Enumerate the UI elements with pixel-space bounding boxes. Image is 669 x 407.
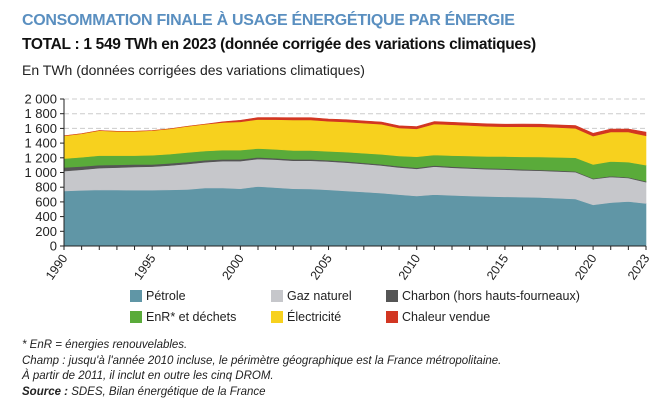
legend-label: Pétrole: [146, 289, 186, 303]
chart-title: CONSOMMATION FINALE À USAGE ÉNERGÉTIQUE …: [22, 12, 515, 29]
x-tick-label: 1995: [131, 252, 158, 283]
legend-swatch: [130, 290, 142, 302]
champ-note-2: À partir de 2011, il inclut en outre les…: [22, 370, 274, 382]
y-tick-label: 400: [35, 209, 57, 224]
chart-subtitle: TOTAL : 1 549 TWh en 2023 (donnée corrig…: [22, 36, 536, 53]
x-tick-label: 2023: [625, 252, 652, 283]
legend-swatch: [386, 290, 398, 302]
source-label: Source :: [22, 385, 69, 398]
y-tick-label: 2 000: [24, 92, 57, 107]
y-tick-label: 800: [35, 180, 57, 195]
legend-label: Électricité: [287, 310, 342, 324]
y-tick-label: 200: [35, 224, 57, 239]
legend-swatch: [271, 290, 283, 302]
y-tick-label: 0: [50, 239, 57, 254]
axes: [60, 98, 647, 250]
unit-label: En TWh (données corrigées des variations…: [22, 62, 365, 78]
legend-label: Chaleur vendue: [402, 310, 491, 324]
source-note: Source : SDES, Bilan énergétique de la F…: [22, 385, 501, 401]
x-tick-label: 1990: [43, 252, 70, 283]
y-tick-label: 1 600: [24, 121, 57, 136]
legend-label: Charbon (hors hauts-fourneaux): [402, 289, 580, 303]
legend-swatch: [130, 311, 142, 323]
legend-item-electricite: Électricité: [271, 310, 341, 324]
x-tick-label: 2010: [396, 252, 423, 283]
y-tick-label: 600: [35, 194, 57, 209]
legend-label: Gaz naturel: [287, 289, 352, 303]
legend-item-gaz: Gaz naturel: [271, 289, 352, 303]
legend-swatch: [386, 311, 398, 323]
x-tick-label: 2000: [219, 252, 246, 283]
x-tick-label: 2015: [484, 252, 511, 283]
legend-item-chaleur: Chaleur vendue: [386, 310, 490, 324]
footnote-enr: * EnR = énergies renouvelables.: [22, 339, 188, 351]
legend-item-charbon: Charbon (hors hauts-fourneaux): [386, 289, 580, 303]
source-text: SDES, Bilan énergétique de la France: [68, 385, 266, 398]
champ-note-1: Champ : jusqu'à l'année 2010 incluse, le…: [22, 354, 502, 367]
x-tick-label: 2020: [572, 252, 599, 283]
legend-label: EnR* et déchets: [146, 310, 237, 324]
area-chaleur-vendue: [63, 117, 647, 137]
area-layers: [63, 117, 647, 247]
legend-item-petrole: Pétrole: [130, 289, 186, 303]
legend-swatch: [271, 311, 283, 323]
x-tick-labels: 1990 1995 2000 2005 2010 2015 2020 2023: [43, 252, 652, 283]
y-tick-label: 1 400: [24, 136, 57, 151]
y-tick-label: 1 200: [24, 150, 57, 165]
x-tick-label: 2005: [308, 252, 335, 283]
y-tick-label: 1 000: [24, 165, 57, 180]
y-tick-label: 1 800: [24, 106, 57, 121]
chart-notes: * EnR = énergies renouvelables. Champ : …: [22, 338, 501, 400]
legend-item-enr: EnR* et déchets: [130, 310, 236, 324]
